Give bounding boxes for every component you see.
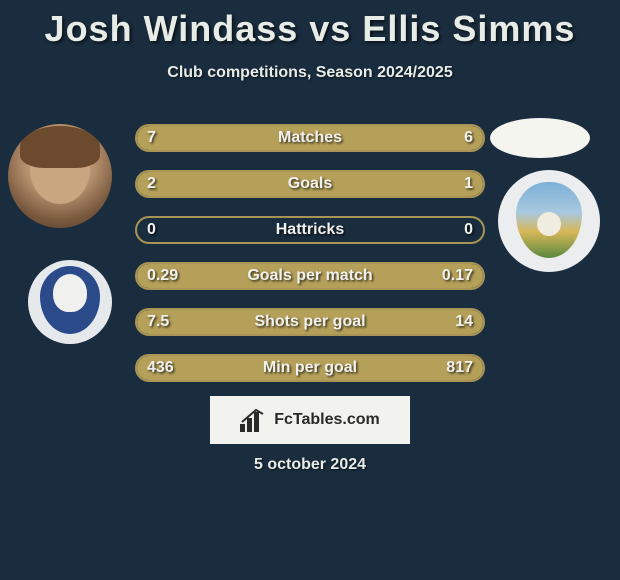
club-right-crest (498, 170, 600, 272)
stat-label: Goals (137, 172, 483, 196)
stat-row: 0.290.17Goals per match (135, 262, 485, 290)
chart-icon (240, 408, 268, 432)
page-subtitle: Club competitions, Season 2024/2025 (0, 64, 620, 82)
stat-row: 76Matches (135, 124, 485, 152)
stat-label: Goals per match (137, 264, 483, 288)
stat-row: 436817Min per goal (135, 354, 485, 382)
stat-label: Shots per goal (137, 310, 483, 334)
stat-row: 00Hattricks (135, 216, 485, 244)
page-date: 5 october 2024 (0, 456, 620, 474)
player-right-avatar (490, 118, 590, 158)
stat-row: 7.514Shots per goal (135, 308, 485, 336)
page-title: Josh Windass vs Ellis Simms (0, 0, 620, 50)
footer-brand-text: FcTables.com (274, 411, 380, 429)
club-left-crest (28, 260, 112, 344)
stats-container: 76Matches 21Goals 00Hattricks 0.290.17Goals… (135, 124, 485, 400)
stat-label: Min per goal (137, 356, 483, 380)
footer-brand-badge: FcTables.com (210, 396, 410, 444)
stat-label: Hattricks (137, 218, 483, 242)
stat-row: 21Goals (135, 170, 485, 198)
player-left-avatar (8, 124, 112, 228)
stat-label: Matches (137, 126, 483, 150)
